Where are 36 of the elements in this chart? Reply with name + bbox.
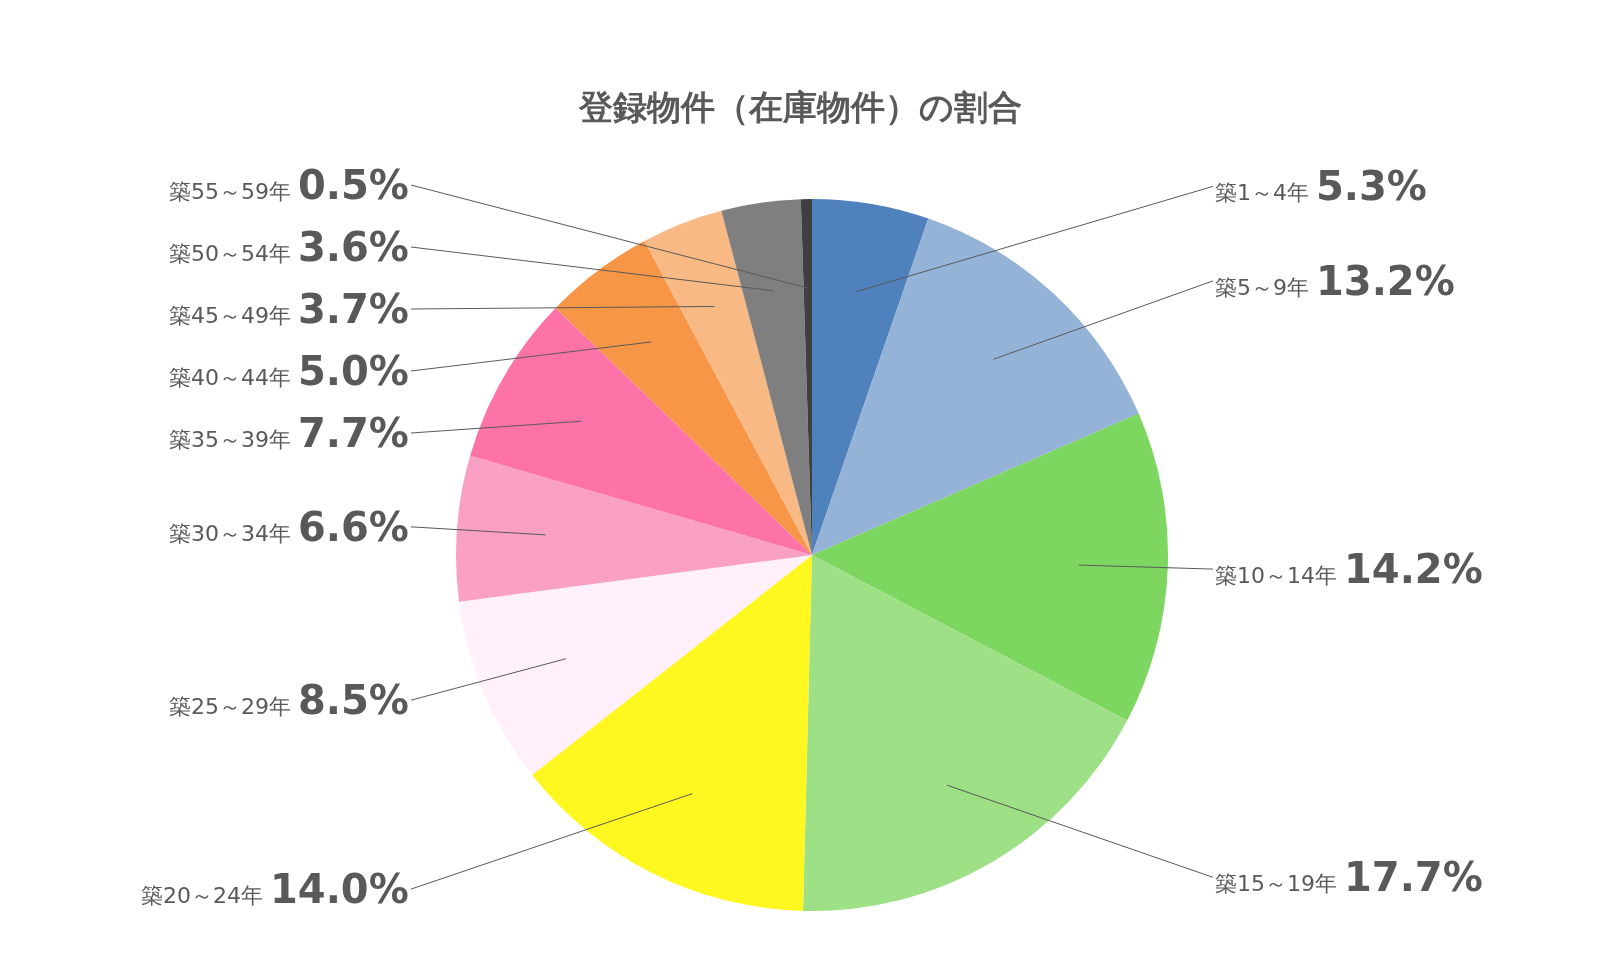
data-label: 5.3% bbox=[1316, 163, 1427, 209]
data-label: 13.2% bbox=[1316, 258, 1455, 304]
slice-label: 築55～59年 bbox=[169, 179, 291, 204]
slice-label: 築5～9年 bbox=[1215, 275, 1309, 300]
pie-slice bbox=[803, 555, 1128, 911]
slice-label: 築40～44年 bbox=[169, 365, 291, 390]
pie-slice bbox=[456, 455, 812, 602]
pie-slice bbox=[555, 240, 812, 555]
slice-label: 築20～24年 bbox=[141, 883, 263, 908]
data-label: 17.7% bbox=[1343, 854, 1483, 900]
data-label: 7.7% bbox=[297, 410, 409, 456]
slice-label: 築30～34年 bbox=[169, 521, 291, 546]
pie-slice bbox=[812, 413, 1168, 721]
slice-label: 築50～54年 bbox=[169, 241, 291, 266]
slice-label: 築15～19年 bbox=[1215, 871, 1337, 896]
slice-label: 築45～49年 bbox=[169, 303, 291, 328]
data-label: 5.0% bbox=[297, 348, 409, 394]
pie-slice bbox=[532, 555, 812, 911]
data-label: 0.5% bbox=[297, 162, 409, 208]
pie-slice bbox=[721, 199, 812, 555]
pie-slice bbox=[459, 555, 812, 775]
data-label: 3.6% bbox=[297, 224, 409, 270]
slice-label: 築35～39年 bbox=[169, 427, 291, 452]
chart-title: 登録物件（在庫物件）の割合 bbox=[578, 86, 1022, 127]
pie-slice bbox=[470, 308, 812, 555]
pie-slice bbox=[812, 218, 1139, 555]
slice-label: 築25～29年 bbox=[169, 694, 291, 719]
slice-label: 築1～4年 bbox=[1215, 180, 1309, 205]
data-label: 3.7% bbox=[297, 286, 409, 332]
data-label: 14.0% bbox=[269, 866, 409, 912]
pie-slice bbox=[812, 199, 929, 555]
pie-slice bbox=[644, 210, 812, 555]
data-label: 6.6% bbox=[297, 504, 409, 550]
data-label: 14.2% bbox=[1343, 546, 1483, 592]
data-label: 8.5% bbox=[297, 677, 409, 723]
slice-label: 築10～14年 bbox=[1215, 563, 1337, 588]
